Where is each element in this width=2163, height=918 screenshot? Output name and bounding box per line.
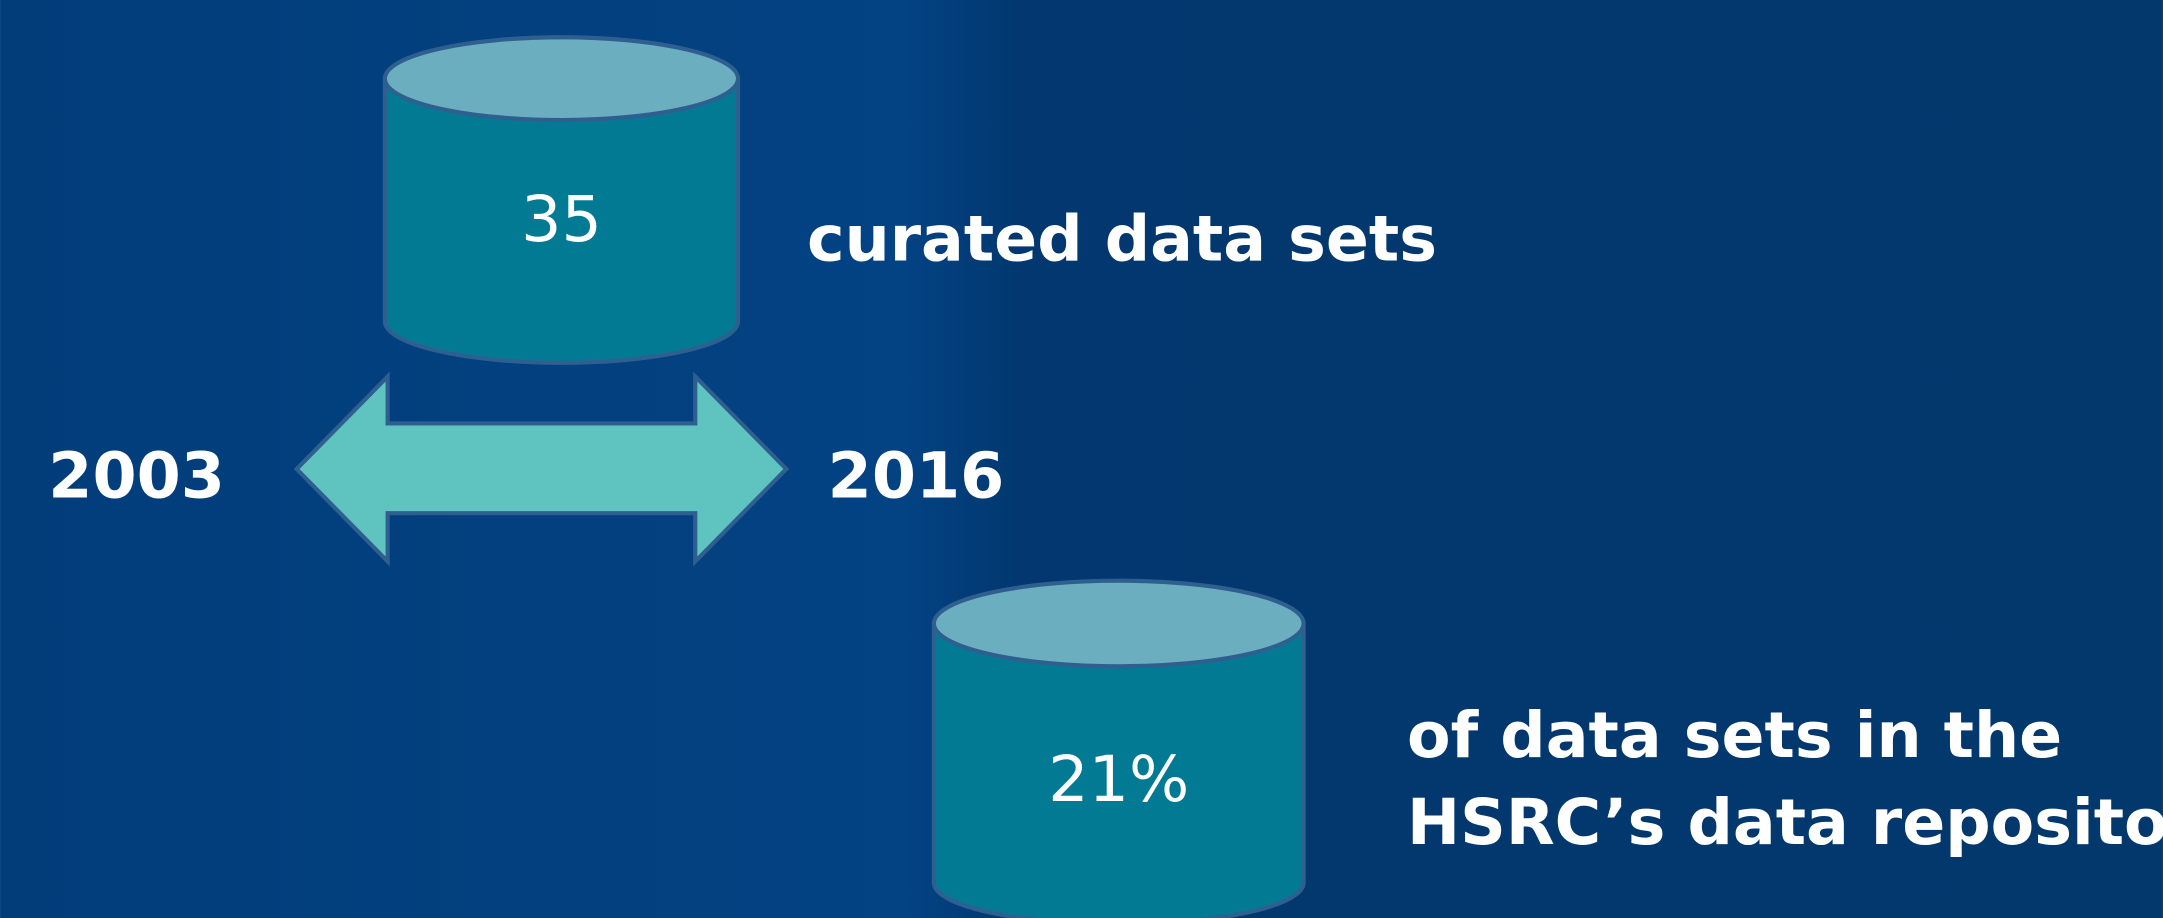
cylinder: [931, 578, 1306, 918]
end-year: 2016: [828, 439, 1005, 513]
cylinder-caption: of data sets in the: [1407, 698, 2062, 772]
cylinder: [382, 35, 741, 365]
cylinder-caption: curated data sets: [807, 201, 1437, 275]
start-year: 2003: [48, 439, 225, 513]
double-arrow: [293, 371, 790, 567]
cylinder-caption: HSRC’s data repository: [1407, 785, 2163, 859]
cylinder-value: 21%: [1048, 742, 1189, 816]
cylinder-value: 35: [521, 182, 602, 256]
